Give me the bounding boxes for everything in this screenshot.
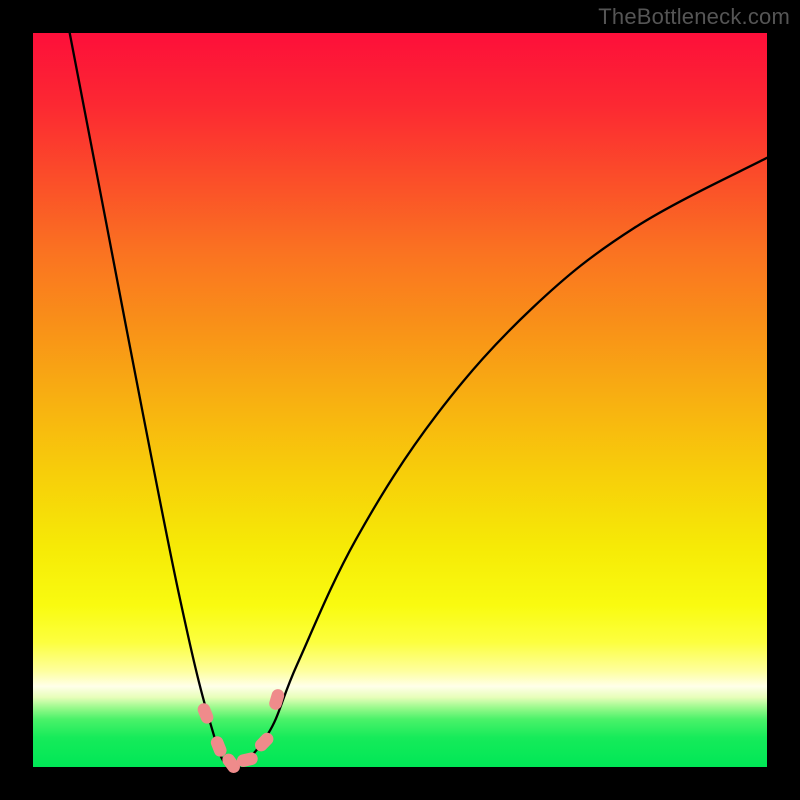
watermark-text: TheBottleneck.com [598, 4, 790, 30]
gradient-background [33, 33, 767, 767]
bottleneck-chart [0, 0, 800, 800]
